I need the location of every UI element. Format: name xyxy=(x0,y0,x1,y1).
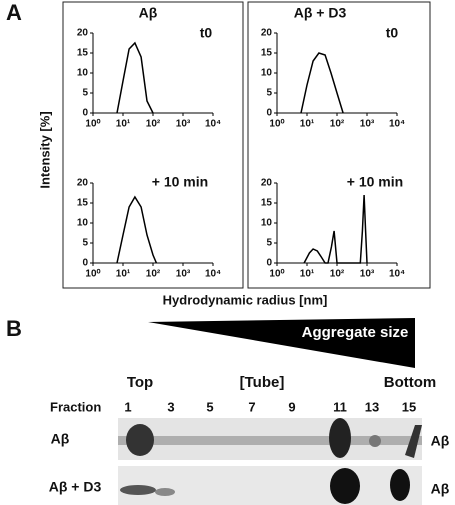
x-tick-label: 10² xyxy=(330,269,345,280)
panel-box xyxy=(62,1,244,289)
annotation: t0 xyxy=(386,25,399,41)
fraction-label: Fraction xyxy=(50,399,101,414)
band xyxy=(155,488,175,496)
panel-label: A xyxy=(6,0,22,25)
fraction-number: 9 xyxy=(288,399,295,414)
x-tick-label: 10¹ xyxy=(300,269,315,280)
y-tick-label: 20 xyxy=(77,178,89,189)
row-label: Aβ xyxy=(431,433,450,449)
x-tick-label: 10² xyxy=(330,119,345,130)
y-tick-label: 15 xyxy=(77,198,89,209)
band xyxy=(118,436,422,445)
y-tick-label: 10 xyxy=(77,218,89,229)
y-tick-label: 0 xyxy=(82,108,88,119)
fraction-number: 7 xyxy=(248,399,255,414)
row-label: Aβ + D3 xyxy=(49,479,102,495)
y-axis-label: Intensity [%] xyxy=(37,111,52,188)
gel-lane xyxy=(118,466,422,505)
y-tick-label: 10 xyxy=(261,68,273,79)
y-tick-label: 20 xyxy=(261,178,273,189)
y-tick-label: 5 xyxy=(266,238,272,249)
x-tick-label: 10³ xyxy=(360,269,375,280)
data-line xyxy=(116,195,158,264)
x-tick-label: 10¹ xyxy=(116,119,131,130)
x-tick-label: 10⁰ xyxy=(269,119,284,130)
chart-title: Aβ + D3 xyxy=(294,5,347,21)
annotation: + 10 min xyxy=(152,174,208,190)
y-tick-label: 5 xyxy=(82,88,88,99)
annotation: t0 xyxy=(200,25,213,41)
wedge xyxy=(148,318,415,368)
y-tick-label: 0 xyxy=(82,258,88,269)
fraction-number: 1 xyxy=(124,399,131,414)
wedge-label: Aggregate size xyxy=(302,324,409,341)
band xyxy=(405,425,422,458)
band xyxy=(330,468,360,504)
panel-box xyxy=(247,1,431,289)
tube-label: [Tube] xyxy=(240,374,285,391)
y-tick-label: 5 xyxy=(82,238,88,249)
x-tick-label: 10³ xyxy=(360,119,375,130)
y-tick-label: 0 xyxy=(266,108,272,119)
band xyxy=(369,435,381,447)
x-tick-label: 10⁴ xyxy=(205,269,221,280)
fraction-number: 13 xyxy=(365,399,379,414)
fraction-number: 15 xyxy=(402,399,416,414)
row-label: Aβ xyxy=(431,481,450,497)
x-tick-label: 10³ xyxy=(176,269,191,280)
fraction-number: 5 xyxy=(206,399,213,414)
y-tick-label: 0 xyxy=(266,258,272,269)
y-tick-label: 15 xyxy=(261,48,273,59)
y-tick-label: 10 xyxy=(77,68,89,79)
x-axis-label: Hydrodynamic radius [nm] xyxy=(163,292,328,307)
top-label: Top xyxy=(127,374,153,391)
data-line xyxy=(300,52,344,114)
x-tick-label: 10² xyxy=(146,119,161,130)
y-tick-label: 20 xyxy=(77,28,89,39)
band xyxy=(126,424,154,456)
row-label: Aβ xyxy=(51,431,70,447)
y-tick-label: 5 xyxy=(266,88,272,99)
x-tick-label: 10³ xyxy=(176,119,191,130)
x-tick-label: 10⁴ xyxy=(389,119,405,130)
y-tick-label: 15 xyxy=(261,198,273,209)
y-tick-label: 20 xyxy=(261,28,273,39)
x-tick-label: 10¹ xyxy=(300,119,315,130)
x-tick-label: 10⁴ xyxy=(389,269,405,280)
x-tick-label: 10⁰ xyxy=(85,269,100,280)
chart-title: Aβ xyxy=(139,5,158,21)
annotation: + 10 min xyxy=(347,174,403,190)
panel-label: B xyxy=(6,316,22,341)
fraction-number: 11 xyxy=(333,399,347,414)
band xyxy=(329,418,351,458)
y-tick-label: 10 xyxy=(261,218,273,229)
y-tick-label: 15 xyxy=(77,48,89,59)
gel xyxy=(118,418,422,505)
fraction-number: 3 xyxy=(167,399,174,414)
bottom-label: Bottom xyxy=(384,374,437,391)
band xyxy=(390,469,410,501)
x-tick-label: 10⁴ xyxy=(205,119,221,130)
x-tick-label: 10⁰ xyxy=(269,269,284,280)
x-tick-label: 10⁰ xyxy=(85,119,100,130)
data-line xyxy=(303,194,368,264)
band xyxy=(120,485,156,495)
x-tick-label: 10¹ xyxy=(116,269,131,280)
x-tick-label: 10² xyxy=(146,269,161,280)
data-line xyxy=(116,41,154,114)
